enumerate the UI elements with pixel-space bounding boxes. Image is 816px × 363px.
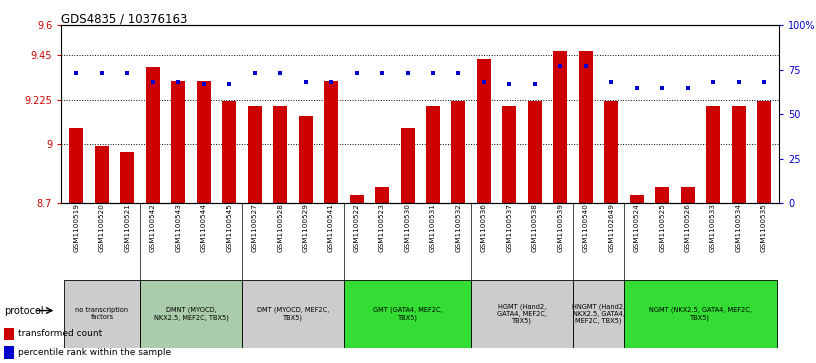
Bar [4,327,15,340]
Text: GSM1100519: GSM1100519 [73,203,79,252]
Bar [579,51,592,203]
Text: GSM1100527: GSM1100527 [251,203,258,252]
Bar [573,280,624,348]
Bar [64,280,140,348]
Text: GSM1100539: GSM1100539 [557,203,563,252]
Bar [451,101,465,203]
Bar [401,128,415,203]
Text: GSM1100537: GSM1100537 [507,203,512,252]
Text: percentile rank within the sample: percentile rank within the sample [18,348,171,357]
Text: DMT (MYOCD, MEF2C,
TBX5): DMT (MYOCD, MEF2C, TBX5) [257,307,329,321]
Text: GSM1100538: GSM1100538 [532,203,538,252]
Bar [553,51,567,203]
Bar [299,116,313,203]
Text: GSM1100540: GSM1100540 [583,203,589,252]
Text: GSM1100529: GSM1100529 [303,203,308,252]
Text: GSM1100520: GSM1100520 [99,203,105,252]
Text: GSM1100543: GSM1100543 [175,203,181,252]
Text: transformed count: transformed count [18,329,103,338]
Bar [731,106,746,203]
Text: GSM1102649: GSM1102649 [608,203,614,252]
Bar [604,101,619,203]
Text: GSM1100544: GSM1100544 [201,203,206,252]
Text: GSM1100521: GSM1100521 [124,203,131,252]
Bar [655,187,669,203]
Bar [140,280,242,348]
Text: GSM1100545: GSM1100545 [226,203,233,252]
Bar [222,101,237,203]
Text: GSM1100536: GSM1100536 [481,203,487,252]
Bar [95,146,109,203]
Bar [681,187,694,203]
Bar [4,346,15,359]
Bar [757,101,771,203]
Text: GSM1100523: GSM1100523 [379,203,385,252]
Text: GSM1100526: GSM1100526 [685,203,690,252]
Bar [69,128,83,203]
Bar [324,81,338,203]
Text: GSM1100534: GSM1100534 [735,203,742,252]
Text: GSM1100542: GSM1100542 [150,203,156,252]
Bar [248,106,262,203]
Text: GSM1100530: GSM1100530 [405,203,410,252]
Text: GSM1100533: GSM1100533 [710,203,716,252]
Text: GSM1100522: GSM1100522 [353,203,360,252]
Text: GMT (GATA4, MEF2C,
TBX5): GMT (GATA4, MEF2C, TBX5) [373,307,442,321]
Text: protocol: protocol [4,306,44,315]
Bar [273,106,287,203]
Text: GSM1100524: GSM1100524 [634,203,640,252]
Text: GSM1100528: GSM1100528 [277,203,283,252]
Bar [706,106,720,203]
Text: GSM1100535: GSM1100535 [761,203,767,252]
Bar [528,101,542,203]
Text: GSM1100525: GSM1100525 [659,203,665,252]
Bar [197,81,211,203]
Bar [349,195,364,203]
Text: HGMT (Hand2,
GATA4, MEF2C,
TBX5): HGMT (Hand2, GATA4, MEF2C, TBX5) [497,303,547,325]
Text: GDS4835 / 10376163: GDS4835 / 10376163 [61,12,188,25]
Bar [471,280,573,348]
Bar [375,187,389,203]
Text: GSM1100541: GSM1100541 [328,203,334,252]
Text: NGMT (NKX2.5, GATA4, MEF2C,
TBX5): NGMT (NKX2.5, GATA4, MEF2C, TBX5) [649,307,752,321]
Bar [426,106,440,203]
Bar [624,280,777,348]
Bar [121,152,135,203]
Bar [171,81,185,203]
Bar [503,106,517,203]
Bar [477,59,491,203]
Text: GSM1100532: GSM1100532 [455,203,461,252]
Text: DMNT (MYOCD,
NKX2.5, MEF2C, TBX5): DMNT (MYOCD, NKX2.5, MEF2C, TBX5) [153,307,228,321]
Bar [344,280,471,348]
Bar [146,67,160,203]
Bar [630,195,644,203]
Text: HNGMT (Hand2,
NKX2.5, GATA4,
MEF2C, TBX5): HNGMT (Hand2, NKX2.5, GATA4, MEF2C, TBX5… [572,303,625,325]
Text: no transcription
factors: no transcription factors [75,307,128,321]
Text: GSM1100531: GSM1100531 [430,203,436,252]
Bar [242,280,344,348]
